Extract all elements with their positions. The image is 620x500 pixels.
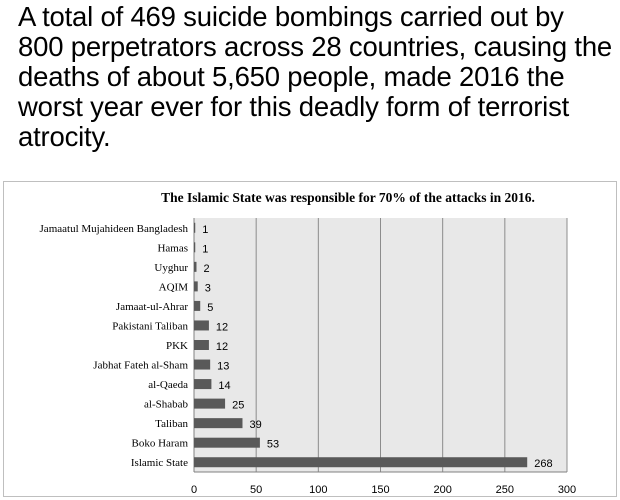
data-label: 268 <box>534 458 552 470</box>
bar <box>194 320 209 331</box>
bar <box>194 379 212 390</box>
x-tick-label: 200 <box>433 484 451 496</box>
category-label: PKK <box>166 340 188 352</box>
x-tick-label: 250 <box>496 484 514 496</box>
category-label: Jabhat Fateh al-Sham <box>93 360 188 372</box>
category-label: al-Qaeda <box>148 379 188 391</box>
bar <box>194 261 197 272</box>
x-tick-label: 100 <box>309 484 327 496</box>
data-label: 1 <box>202 224 208 236</box>
x-tick-label: 150 <box>371 484 389 496</box>
data-label: 3 <box>205 282 211 294</box>
chart-title: The Islamic State was responsible for 70… <box>161 190 535 205</box>
data-label: 39 <box>249 419 261 431</box>
data-label: 2 <box>203 263 209 275</box>
category-label: Hamas <box>157 242 188 254</box>
category-label: Jamaatul Mujahideen Bangladesh <box>40 223 189 235</box>
x-tick-label: 300 <box>558 484 576 496</box>
bar <box>194 359 211 370</box>
data-label: 25 <box>232 400 244 412</box>
data-label: 1 <box>202 243 208 255</box>
data-label: 13 <box>217 361 229 373</box>
bar <box>194 242 196 253</box>
headline: A total of 469 suicide bombings carried … <box>18 1 613 152</box>
bar <box>194 418 243 429</box>
data-label: 14 <box>218 380 230 392</box>
bar <box>194 340 209 350</box>
category-label: Taliban <box>155 418 188 430</box>
bar <box>194 398 226 409</box>
data-label: 12 <box>216 341 228 353</box>
bar <box>194 300 201 311</box>
data-label: 53 <box>267 439 279 451</box>
category-label: Islamic State <box>131 457 188 469</box>
bar <box>194 281 198 292</box>
data-label: 5 <box>207 302 213 314</box>
bar <box>194 457 528 468</box>
category-label: AQIM <box>159 281 189 293</box>
bar <box>194 437 260 448</box>
plot-area: 0 50 100 150 200 250 300 Jamaatul Mujahideen Ba… <box>40 218 576 496</box>
bar <box>194 222 196 233</box>
category-label: Pakistani Taliban <box>112 320 188 332</box>
x-tick-label: 50 <box>250 484 262 496</box>
category-label: Uyghur <box>154 262 188 274</box>
category-label: Jamaat-ul-Ahrar <box>116 301 188 313</box>
x-tick-label: 0 <box>191 484 197 496</box>
data-label: 12 <box>216 321 228 333</box>
category-label: al-Shabab <box>144 399 188 411</box>
category-label: Boko Haram <box>131 438 188 450</box>
